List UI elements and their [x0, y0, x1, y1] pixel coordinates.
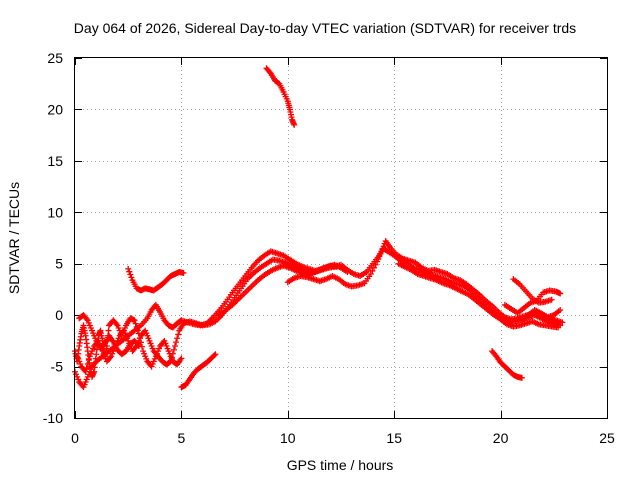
series-trace-i [263, 65, 298, 128]
data-point [113, 321, 120, 328]
y-tick-label: 0 [55, 307, 63, 323]
data-point [172, 343, 179, 349]
y-axis-label: SDTVAR / TECUs [6, 182, 22, 294]
data-point [134, 327, 141, 334]
series-trace-g [125, 265, 187, 294]
data-point [367, 271, 374, 277]
x-tick-label: 25 [599, 430, 615, 446]
data-point [105, 327, 112, 334]
x-tick-label: 15 [386, 430, 402, 446]
y-tick-label: 10 [47, 204, 63, 220]
data-point [139, 343, 146, 350]
series-trace-e [395, 260, 562, 331]
data-point [291, 121, 298, 128]
data-point [173, 339, 180, 346]
data-point [131, 317, 138, 324]
data-point [548, 296, 555, 303]
data-point [174, 335, 181, 342]
data-point [518, 374, 525, 381]
data-point [211, 352, 218, 359]
data-point [372, 261, 379, 268]
data-point [135, 343, 142, 349]
data-point [135, 330, 142, 337]
plot-frame [74, 57, 608, 419]
data-point [369, 267, 376, 274]
data-point [127, 271, 134, 278]
data-point [557, 290, 564, 297]
data-point [180, 269, 187, 276]
data-point [136, 335, 143, 342]
series-trace-d [284, 238, 566, 326]
series-trace-j [489, 348, 525, 381]
data-point [83, 316, 90, 322]
axis-ticks: 0 5 10 15 20 25 -10 -5 0 5 10 15 20 25 [43, 50, 615, 446]
y-tick-label: 25 [47, 50, 63, 66]
x-axis-label: GPS time / hours [287, 457, 394, 473]
data-point [559, 319, 566, 326]
data-point [82, 368, 89, 375]
data-point [126, 268, 133, 275]
data-point [212, 351, 219, 358]
data-point [107, 354, 114, 361]
x-tick-label: 5 [178, 430, 186, 446]
data-point [83, 364, 90, 371]
x-tick-label: 0 [71, 430, 79, 446]
data-point [134, 341, 141, 348]
y-tick-label: -10 [43, 410, 63, 426]
data-point [555, 324, 562, 331]
data-point [557, 307, 564, 313]
series-trace-k [72, 312, 185, 380]
data-point [128, 274, 135, 281]
y-tick-label: 20 [47, 101, 63, 117]
chart-title: Day 064 of 2026, Sidereal Day-to-day VTE… [74, 20, 576, 36]
data-point [178, 355, 185, 362]
data-point [137, 339, 144, 346]
data-point [132, 320, 139, 327]
data-point [133, 323, 140, 330]
x-tick-label: 10 [280, 430, 296, 446]
data-point [370, 264, 377, 271]
x-tick-label: 20 [493, 430, 509, 446]
y-tick-label: 5 [55, 256, 63, 272]
data-points [72, 65, 566, 391]
data-point [170, 346, 177, 353]
data-point [100, 341, 107, 348]
data-point [266, 69, 273, 76]
series-trace-f [501, 276, 564, 324]
data-point [125, 265, 132, 272]
y-tick-label: -5 [51, 359, 64, 375]
data-point [175, 331, 182, 338]
y-tick-label: 15 [47, 153, 63, 169]
series-trace-h [178, 351, 219, 391]
